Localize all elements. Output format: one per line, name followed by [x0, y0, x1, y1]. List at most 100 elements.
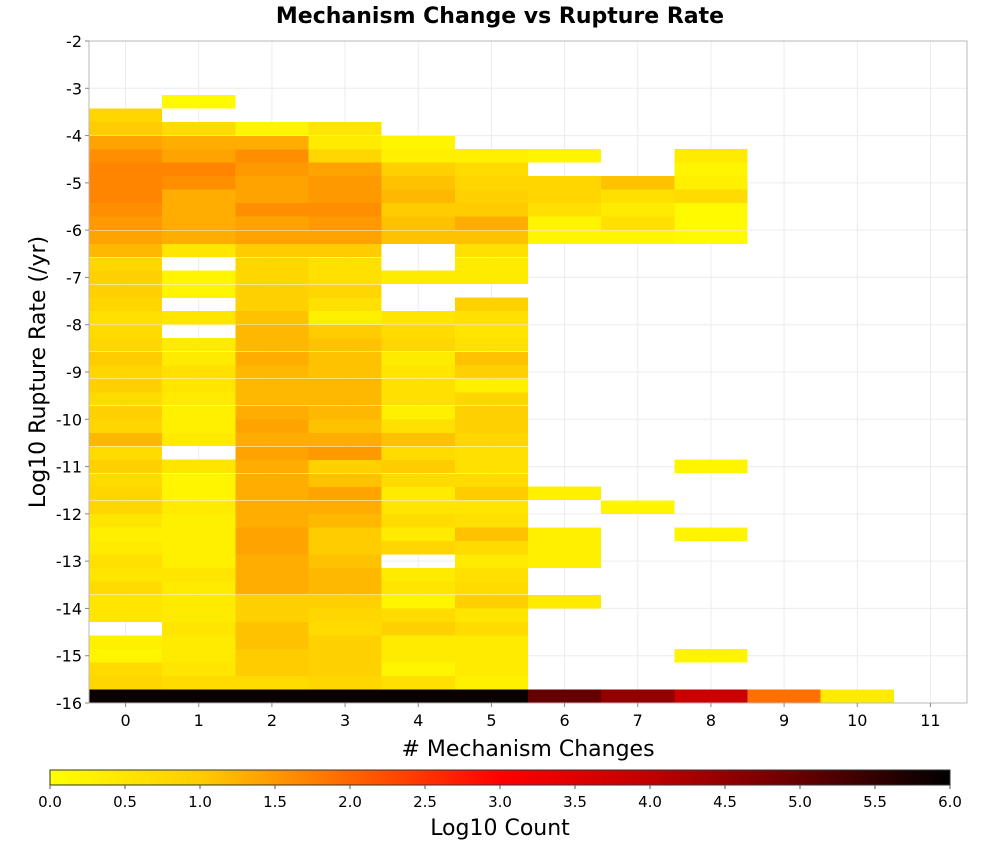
heatmap-cell: [381, 216, 455, 231]
heatmap-cell: [601, 230, 675, 244]
heatmap-cell: [235, 541, 309, 555]
heatmap-cell: [235, 162, 309, 177]
heatmap-cell: [89, 675, 163, 690]
heatmap-cell: [162, 662, 236, 677]
heatmap-cell: [308, 284, 382, 298]
heatmap-cell: [89, 554, 163, 568]
heatmap-cell: [454, 581, 528, 595]
heatmap-cell: [308, 473, 382, 487]
heatmap-cell: [89, 122, 163, 136]
heatmap-cell: [235, 581, 309, 595]
heatmap-cell: [381, 392, 455, 406]
heatmap-cell: [674, 149, 748, 163]
y-tick-label: -14: [56, 599, 82, 618]
heatmap-cell: [235, 284, 309, 298]
heatmap-cell: [528, 541, 602, 555]
heatmap-cell: [381, 338, 455, 352]
heatmap-cells: [89, 95, 894, 703]
heatmap-cell: [308, 257, 382, 271]
heatmap-cell: [674, 648, 748, 663]
y-axis-label: Log10 Rupture Rate (/yr): [26, 236, 51, 508]
heatmap-cell: [89, 243, 163, 258]
heatmap-cell: [308, 635, 382, 650]
heatmap-cell: [308, 311, 382, 325]
heatmap-cell: [162, 189, 236, 204]
heatmap-cell: [381, 594, 455, 609]
heatmap-cell: [308, 365, 382, 379]
heatmap-cell: [89, 216, 163, 231]
heatmap-cell: [381, 189, 455, 204]
y-tick-label: -15: [56, 647, 82, 666]
heatmap-cell: [89, 567, 163, 582]
x-tick-label: 9: [779, 711, 789, 730]
heatmap-cell: [89, 581, 163, 595]
heatmap-cell: [454, 270, 528, 285]
heatmap-cell: [89, 338, 163, 352]
heatmap-cell: [308, 594, 382, 609]
y-tick-label: -8: [66, 316, 82, 335]
heatmap-cell: [89, 608, 163, 623]
heatmap-cell: [235, 486, 309, 501]
y-tick-label: -10: [56, 410, 82, 429]
heatmap-cell: [454, 675, 528, 690]
heatmap-cell: [162, 648, 236, 663]
heatmap-cell: [162, 365, 236, 379]
heatmap-cell: [747, 689, 821, 703]
colorbar-tick-label: 6.0: [938, 793, 962, 811]
heatmap-cell: [454, 459, 528, 474]
heatmap-cell: [89, 446, 163, 460]
heatmap-cell: [235, 243, 309, 258]
heatmap-cell: [162, 338, 236, 352]
heatmap-cell: [89, 419, 163, 433]
x-tick-label: 5: [486, 711, 496, 730]
heatmap-cell: [89, 689, 163, 703]
heatmap-cell: [674, 202, 748, 217]
heatmap-cell: [454, 689, 528, 703]
heatmap-cell: [454, 419, 528, 433]
heatmap-cell: [89, 486, 163, 501]
heatmap-cell: [454, 527, 528, 541]
heatmap-cell: [381, 567, 455, 582]
heatmap-cell: [89, 541, 163, 555]
colorbar-tick-label: 3.5: [563, 793, 587, 811]
heatmap-cell: [235, 554, 309, 568]
heatmap-cell: [235, 365, 309, 379]
heatmap-cell: [162, 162, 236, 177]
heatmap-cell: [381, 514, 455, 528]
heatmap-cell: [381, 270, 455, 285]
heatmap-cell: [308, 149, 382, 163]
heatmap-cell: [89, 162, 163, 177]
heatmap-cell: [381, 135, 455, 150]
heatmap-cell: [454, 446, 528, 460]
colorbar-tick-label: 0.5: [113, 793, 137, 811]
heatmap-cell: [308, 338, 382, 352]
heatmap-cell: [89, 189, 163, 204]
heatmap-cell: [381, 351, 455, 366]
heatmap-cell: [235, 567, 309, 582]
heatmap-cell: [308, 297, 382, 312]
heatmap-cell: [89, 202, 163, 217]
heatmap-cell: [235, 446, 309, 460]
heatmap-cell: [162, 311, 236, 325]
colorbar-tick-label: 0.0: [38, 793, 62, 811]
heatmap-cell: [381, 459, 455, 474]
heatmap-cell: [454, 351, 528, 366]
heatmap-cell: [162, 527, 236, 541]
heatmap-cell: [235, 405, 309, 420]
heatmap-cell: [381, 675, 455, 690]
heatmap-cell: [162, 419, 236, 433]
heatmap-cell: [381, 149, 455, 163]
x-tick-label: 2: [267, 711, 277, 730]
y-tick-label: -9: [66, 363, 82, 382]
heatmap-cell: [162, 689, 236, 703]
heatmap-cell: [674, 230, 748, 244]
heatmap-cell: [454, 432, 528, 447]
heatmap-cell: [454, 608, 528, 623]
heatmap-cell: [454, 473, 528, 487]
x-tick-label: 6: [559, 711, 569, 730]
heatmap-cell: [235, 216, 309, 231]
heatmap-cell: [674, 216, 748, 231]
heatmap-cell: [89, 257, 163, 271]
heatmap-cell: [528, 554, 602, 568]
